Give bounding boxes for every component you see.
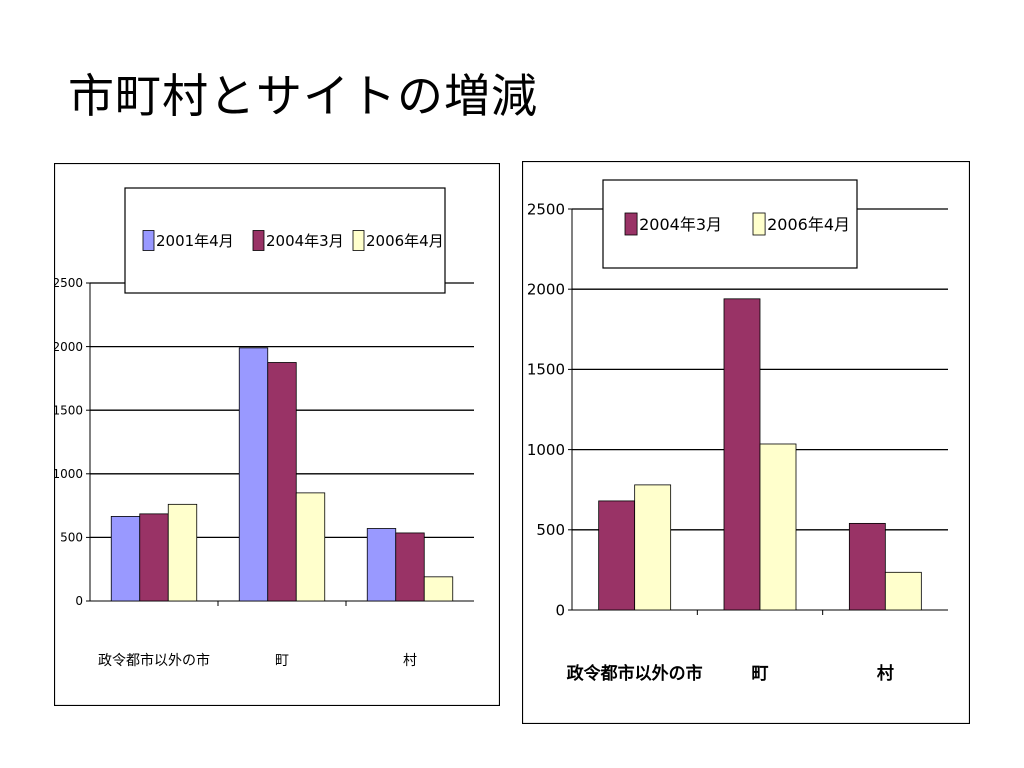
y-tick-label: 2500 (527, 200, 565, 218)
y-tick-label: 0 (75, 594, 83, 608)
chart-right: 0 500 1000 1500 2000 2500 政令都市以外の市町村 2004年3月 200… (522, 161, 970, 724)
x-category-label: 村 (877, 663, 894, 684)
bar (267, 362, 297, 602)
x-category-label: 村 (403, 653, 417, 669)
chart-left: 0 500 1000 1500 2000 2500 政令都市以外の市町村 2001年4月 200… (54, 163, 500, 706)
bar (598, 500, 636, 611)
x-category-label: 町 (752, 664, 769, 684)
legend-box (124, 187, 446, 294)
bar (759, 443, 797, 611)
x-category-label: 町 (275, 653, 289, 669)
y-tick-label: 500 (536, 521, 565, 539)
bar (295, 492, 326, 602)
bar (395, 532, 425, 602)
legend-swatch (252, 230, 265, 251)
y-tick-label: 1500 (54, 403, 83, 417)
bar (848, 522, 886, 611)
bar (634, 484, 672, 611)
legend-label: 2006年4月 (767, 215, 850, 234)
chart-svg-1: 05001000150020002500政令都市以外の市町村2004年3月 200… (522, 161, 970, 724)
y-tick-label: 0 (555, 601, 565, 619)
y-tick-label: 1000 (54, 467, 83, 481)
legend-swatch (752, 212, 766, 236)
bar (423, 576, 454, 602)
legend-box (602, 179, 858, 269)
bar (884, 571, 922, 611)
bar (139, 513, 169, 602)
legend-label: 2004年3月 (639, 215, 722, 234)
legend: 2004年3月 2006年4月 (602, 179, 858, 269)
legend: 2001年4月 2004年3月 2006年4月 (124, 187, 446, 294)
y-tick-label: 1500 (527, 361, 565, 379)
chart-svg-0: 05001000150020002500政令都市以外の市町村2001年4月 200… (54, 163, 500, 706)
bar (723, 298, 761, 611)
bar (110, 516, 141, 602)
bar (366, 528, 397, 602)
y-tick-label: 2000 (54, 340, 83, 354)
y-tick-label: 1000 (527, 441, 565, 459)
legend-label: 2006年4月 (366, 232, 444, 250)
legend-swatch (352, 230, 365, 251)
slide-title: 市町村とサイトの増減 (68, 69, 538, 123)
bar (238, 347, 269, 602)
y-tick-label: 500 (60, 531, 83, 545)
legend-label: 2001年4月 (156, 232, 234, 250)
x-category-label: 政令都市以外の市 (98, 652, 210, 669)
legend-swatch (624, 212, 638, 236)
bar (167, 503, 198, 602)
y-tick-label: 2500 (54, 276, 83, 290)
legend-label: 2004年3月 (266, 232, 344, 250)
y-tick-label: 2000 (527, 280, 565, 298)
x-category-label: 政令都市以外の市 (567, 663, 703, 684)
legend-swatch (142, 230, 155, 251)
